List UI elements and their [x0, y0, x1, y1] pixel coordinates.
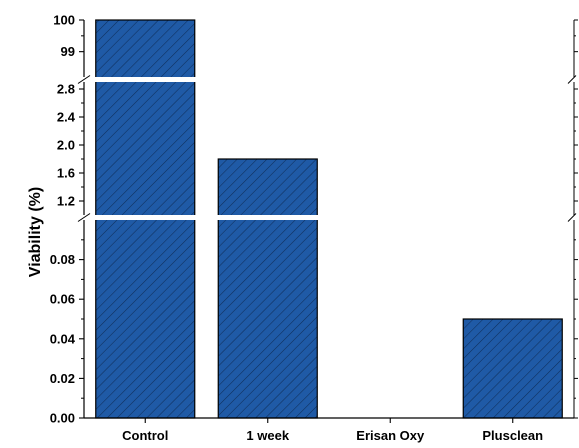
y-tick-label: 100	[53, 13, 75, 28]
y-tick-label: 0.06	[50, 292, 75, 307]
x-category-label: 1 week	[246, 428, 289, 443]
axis-breaks	[77, 75, 579, 222]
y-tick-label: 1.2	[57, 194, 75, 209]
x-category-label: Control	[122, 428, 168, 443]
break-mark-right	[567, 75, 577, 84]
y-tick-label: 99	[61, 44, 75, 59]
x-category-label: Plusclean	[482, 428, 543, 443]
y-axis-title: Viability (%)	[27, 187, 44, 277]
y-tick-label: 0.08	[50, 252, 75, 267]
break-mark-left	[77, 75, 91, 84]
bar-hatch-plusclean	[462, 318, 563, 419]
bar-hatch-1-week	[217, 158, 318, 419]
y-tick-label: 1.6	[57, 166, 75, 181]
y-tick-label: 0.02	[50, 371, 75, 386]
x-category-label: Erisan Oxy	[356, 428, 425, 443]
break-gap	[78, 215, 579, 220]
y-tick-label: 2.0	[57, 138, 75, 153]
y-tick-label: 0.00	[50, 411, 75, 426]
break-mark-left	[77, 213, 91, 222]
x-category-labels: Control 1 week Erisan Oxy Plusclean	[122, 418, 543, 443]
axes-layer	[83, 20, 575, 419]
y-tick-label: 0.04	[50, 331, 76, 346]
y-ticks: 0.00 0.02 0.04 0.06 0.08 1.2 1.6 2.0 2.4 2.8 99 100	[50, 13, 578, 426]
break-mark-right	[567, 213, 577, 222]
y-tick-label: 2.8	[57, 82, 75, 97]
y-tick-label: 2.4	[57, 110, 76, 125]
break-gap	[78, 77, 579, 82]
